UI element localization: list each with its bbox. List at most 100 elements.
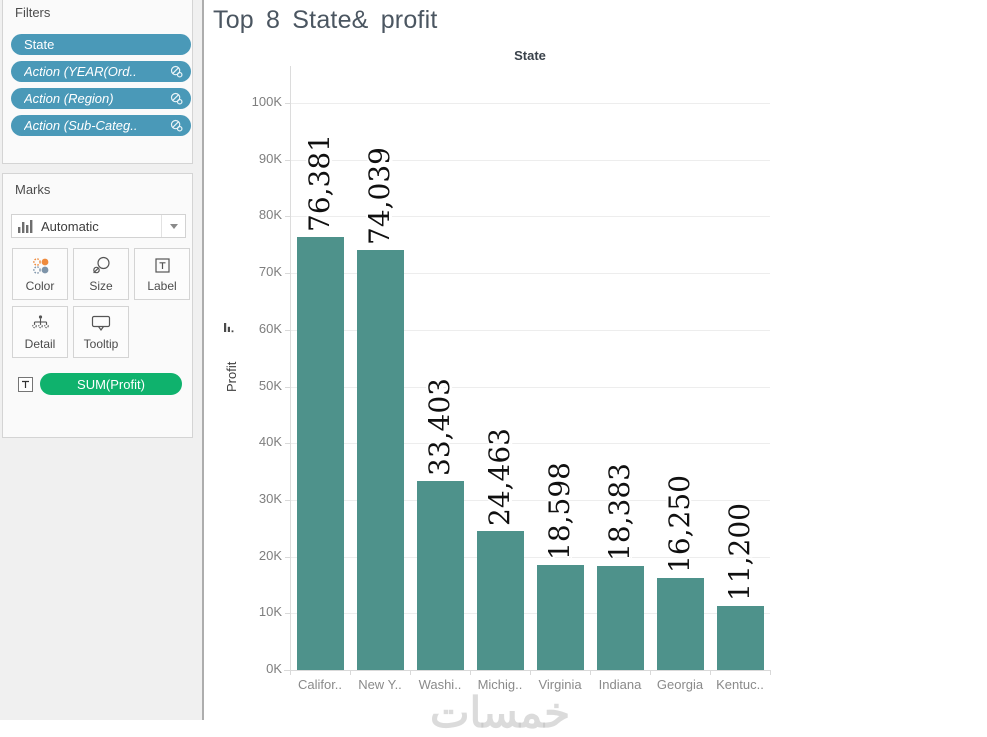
gridline [291, 499, 770, 501]
bar[interactable] [476, 531, 524, 670]
x-category-label[interactable]: Michig.. [477, 677, 523, 692]
bar-value-label: 76,381 [303, 133, 336, 232]
y-tick-label: 70K [258, 264, 282, 280]
y-tick-label: 90K [258, 150, 282, 166]
y-tick-label: 20K [258, 547, 282, 563]
bar[interactable] [536, 564, 584, 670]
color-button[interactable]: Color [12, 248, 68, 300]
y-axis-tick [285, 613, 290, 615]
y-axis-tick [285, 159, 290, 161]
color-icon [31, 256, 50, 276]
marks-buttons-row-2: Detail Tooltip [12, 306, 129, 358]
label-field-row: SUM(Profit) [18, 373, 182, 395]
detail-icon [31, 314, 50, 334]
x-category-label[interactable]: Virginia [538, 677, 582, 692]
x-category-label[interactable]: Kentuc.. [716, 677, 764, 692]
gridline [291, 329, 770, 331]
marks-shelf: Marks Automatic Color Size Label Detail Too… [2, 173, 193, 438]
bar[interactable] [716, 606, 764, 670]
x-axis-tick [590, 670, 591, 675]
filter-pills: State Action (YEAR(Ord.. Action (Region) Ac… [11, 34, 191, 136]
x-category-label[interactable]: Washi.. [418, 677, 462, 692]
y-tick-label: 0K [266, 661, 282, 676]
marks-button-label: Label [147, 278, 177, 293]
bar-value-label: 18,598 [543, 461, 576, 560]
side-panel: Filters State Action (YEAR(Ord.. Action (R… [0, 0, 202, 720]
panel-divider [202, 0, 204, 720]
bar-chart-icon [18, 219, 33, 233]
bar-value-label: 16,250 [663, 474, 696, 573]
marks-title: Marks [15, 182, 51, 197]
marks-button-label: Detail [24, 336, 56, 351]
x-axis-tick [770, 670, 771, 675]
bar[interactable] [416, 480, 464, 670]
x-axis-tick [350, 670, 351, 675]
tooltip-icon [91, 314, 111, 334]
y-tick-label: 30K [258, 490, 282, 506]
bar[interactable] [596, 565, 644, 670]
x-axis-tick [470, 670, 471, 675]
x-axis-line [284, 670, 770, 671]
y-tick-label: 100K [251, 94, 282, 109]
bar-value-label: 33,403 [423, 377, 456, 476]
x-axis-tick [650, 670, 651, 675]
dropdown-arrow-icon[interactable] [161, 215, 185, 237]
bar-value-label: 18,383 [603, 462, 636, 561]
bar[interactable] [356, 250, 404, 670]
tooltip-button[interactable]: Tooltip [73, 306, 129, 358]
bar-value-label: 74,039 [363, 147, 396, 246]
bar-value-label: 11,200 [723, 503, 756, 602]
gridline [291, 159, 770, 161]
filters-shelf: Filters State Action (YEAR(Ord.. Action (R… [2, 0, 193, 164]
watermark: خمسات [430, 689, 571, 736]
y-axis-tick [285, 329, 290, 331]
x-category-label[interactable]: Georgia [656, 677, 704, 692]
marks-buttons-row-1: Color Size Label [12, 248, 190, 300]
gridline [291, 216, 770, 218]
y-axis-tick [285, 556, 290, 558]
y-tick-label: 60K [258, 320, 282, 336]
sum-profit-pill[interactable]: SUM(Profit) [40, 373, 182, 395]
y-tick-label: 50K [258, 377, 282, 393]
text-label-icon [18, 376, 33, 392]
y-axis-tick [285, 273, 290, 275]
gridline [291, 103, 770, 104]
marks-button-label: Color [25, 278, 55, 293]
x-axis-tick [710, 670, 711, 675]
y-axis-tick [285, 103, 290, 104]
x-category-label[interactable]: Indiana [598, 677, 642, 692]
gridline [291, 443, 770, 445]
filter-pill-label: Action (Sub-Categ.. [24, 118, 138, 133]
chart-area: Top 8 State& profit State Profit 0K 10K 20… [205, 0, 987, 736]
column-header[interactable]: State [514, 48, 546, 63]
bar[interactable] [656, 577, 704, 670]
filter-pill[interactable]: Action (YEAR(Ord.. [11, 61, 191, 82]
size-button[interactable]: Size [73, 248, 129, 300]
filter-pill[interactable]: Action (Sub-Categ.. [11, 115, 191, 136]
gridline [291, 273, 770, 275]
y-axis-tick [285, 499, 290, 501]
sheet-title: Top 8 State& profit [213, 6, 438, 34]
y-tick-label: 80K [258, 207, 282, 223]
label-button[interactable]: Label [134, 248, 190, 300]
y-axis-tick [285, 386, 290, 388]
x-axis-tick [410, 670, 411, 675]
filters-title: Filters [15, 5, 51, 20]
bar-value-label: 24,463 [483, 428, 516, 527]
mark-type-selector[interactable]: Automatic [11, 214, 186, 238]
detail-button[interactable]: Detail [12, 306, 68, 358]
x-category-label[interactable]: New Y.. [358, 677, 402, 692]
gridline [291, 613, 770, 615]
marks-button-label: Tooltip [83, 336, 119, 351]
sort-descending-icon[interactable] [224, 320, 236, 338]
mark-type-label: Automatic [41, 218, 99, 234]
filter-pill[interactable]: State [11, 34, 191, 55]
filter-pill[interactable]: Action (Region) [11, 88, 191, 109]
action-filter-icon [170, 65, 183, 78]
gridline [291, 556, 770, 558]
bar[interactable] [296, 236, 344, 670]
size-icon [92, 256, 111, 276]
x-category-label[interactable]: Califor.. [297, 677, 343, 692]
action-filter-icon [170, 92, 183, 105]
